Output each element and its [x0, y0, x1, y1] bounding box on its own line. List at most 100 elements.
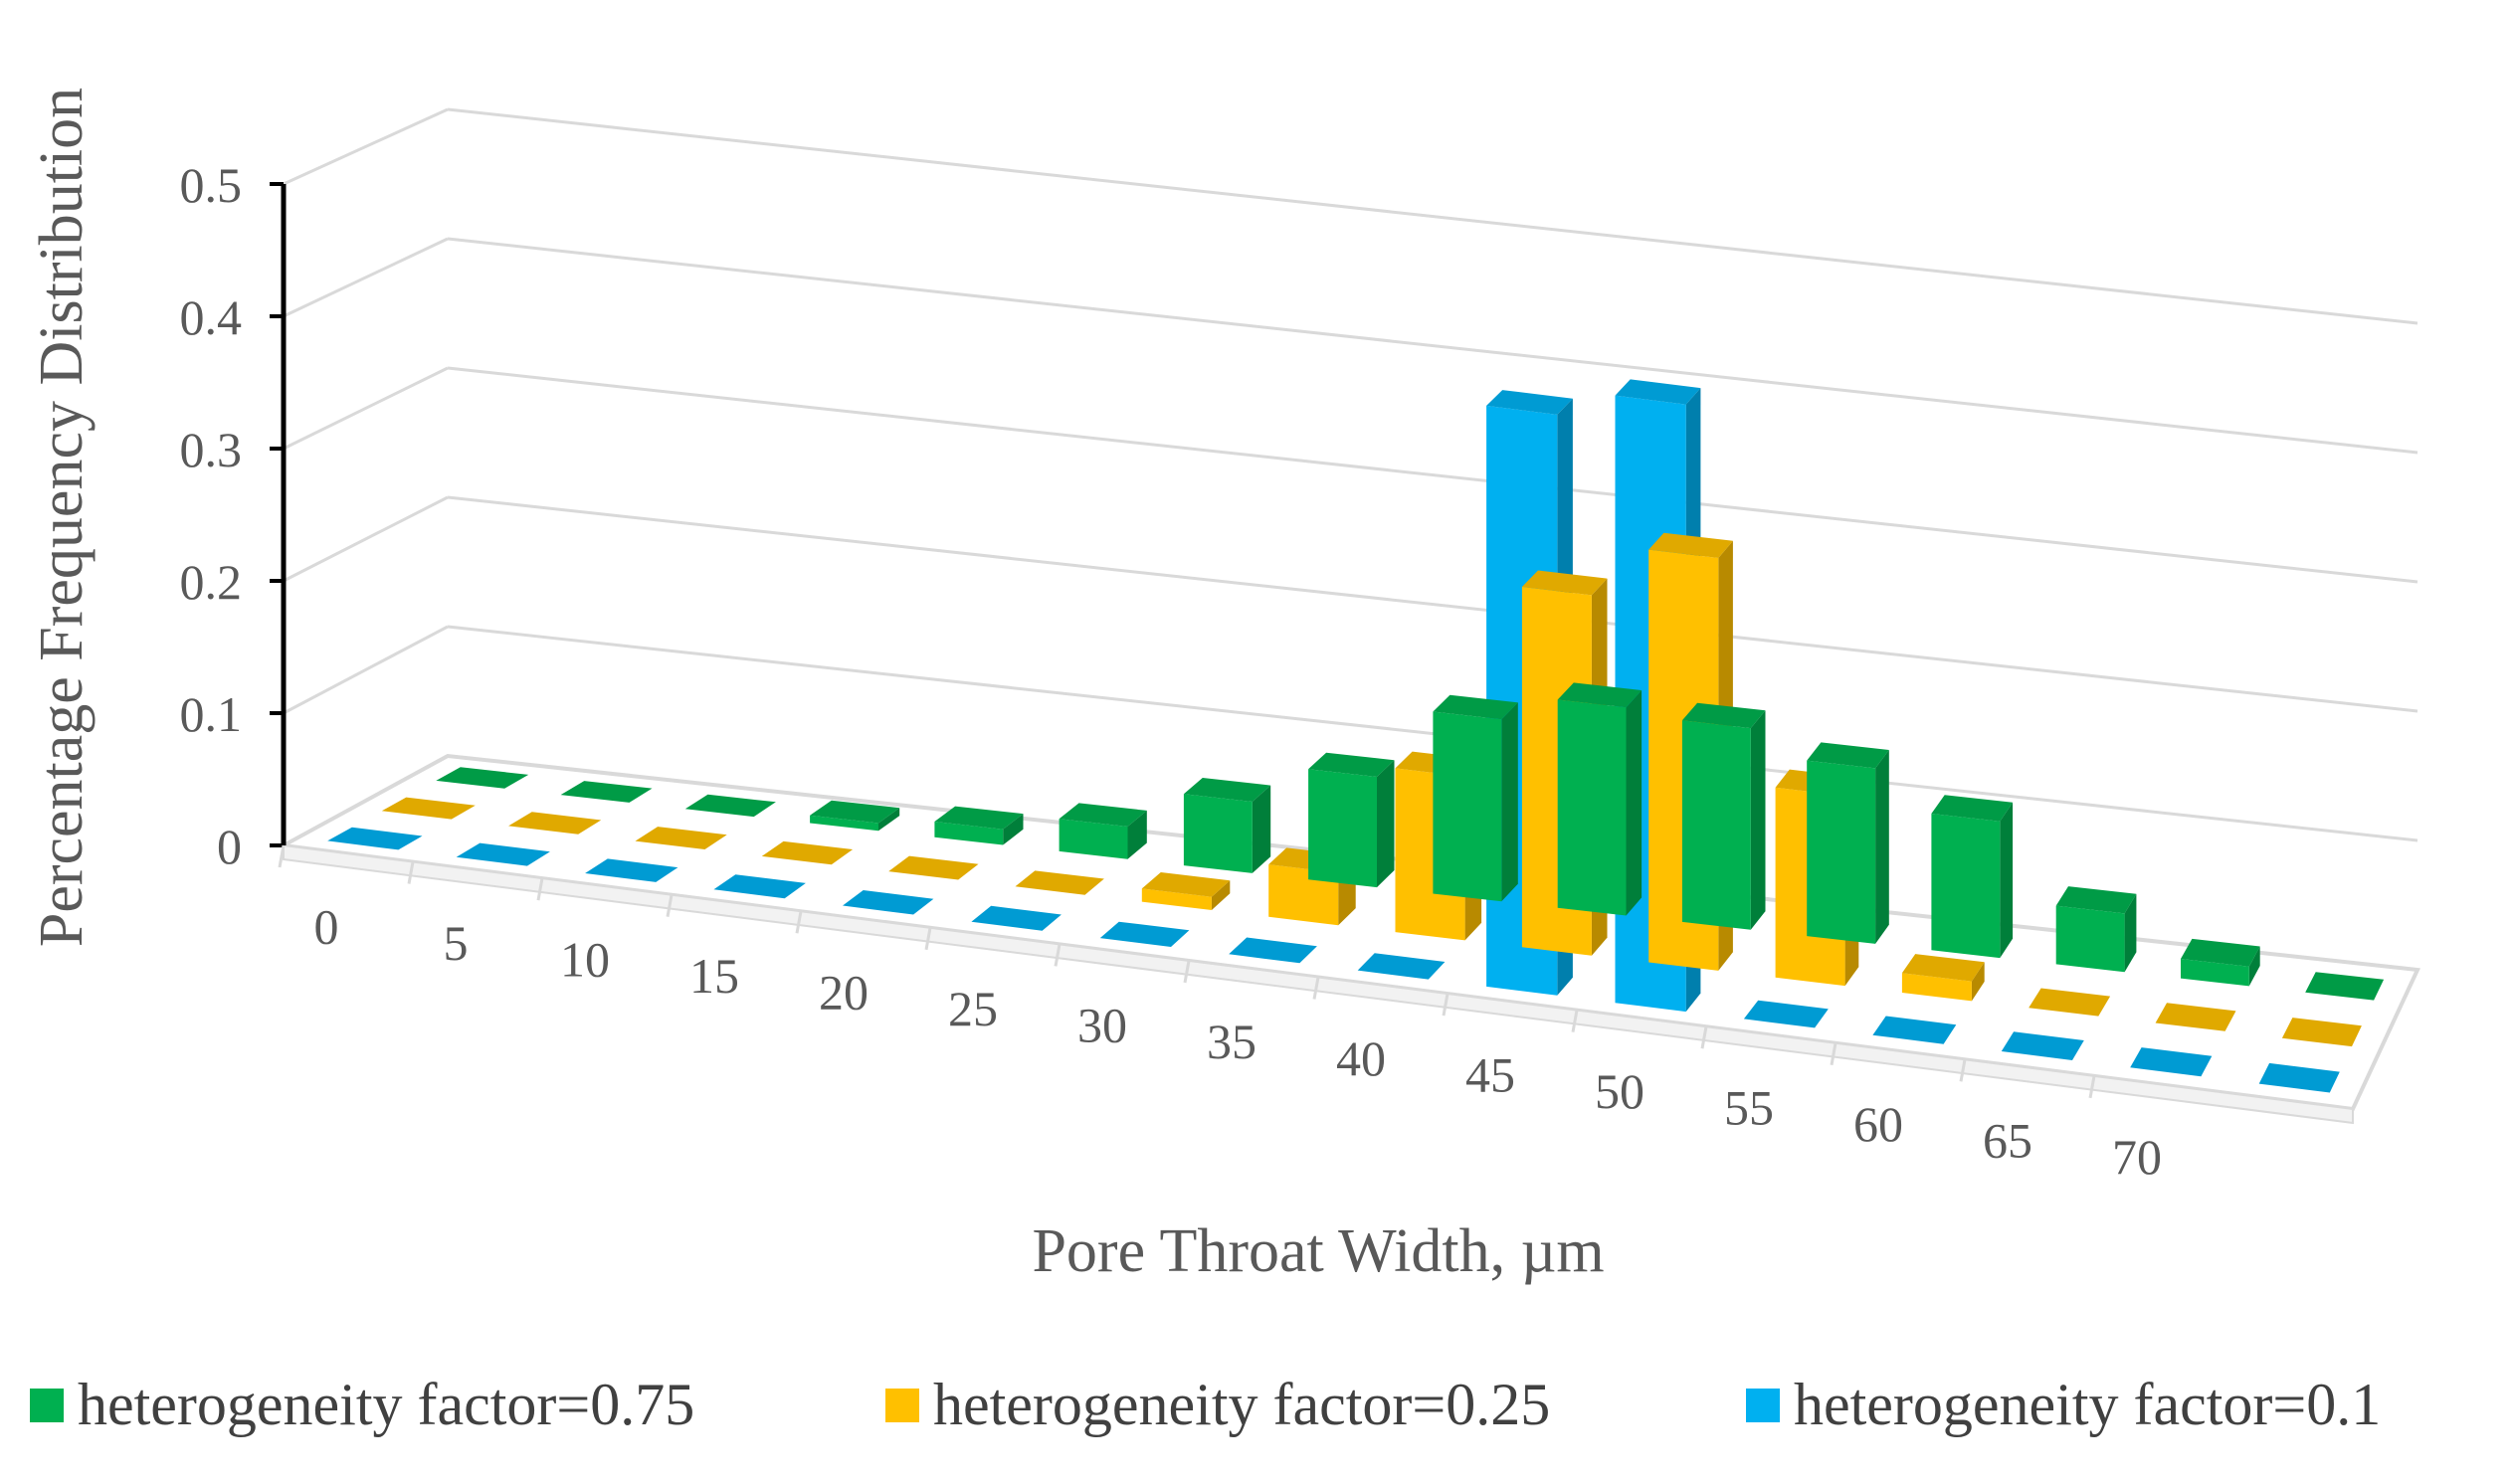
bar-base [713, 874, 806, 899]
bar-base [684, 794, 776, 818]
bar [1901, 954, 1985, 1002]
bar-top [1521, 570, 1608, 596]
bar [761, 840, 854, 865]
bar [934, 806, 1024, 845]
bar-base [971, 905, 1062, 931]
bar-front [1901, 973, 1972, 1002]
x-tick-label: 20 [819, 965, 869, 1020]
bar-front [2055, 905, 2125, 973]
bar [2029, 988, 2111, 1017]
bar-side [2000, 802, 2014, 959]
y-axis-title: Percentage Frequency Distribution [28, 88, 96, 947]
bar-base [508, 812, 602, 835]
bar [635, 827, 727, 849]
bar [1183, 778, 1271, 873]
bar [1872, 1016, 1957, 1044]
x-tick-mark [1959, 1059, 1967, 1082]
bar-side [1211, 880, 1231, 910]
bar-top [1931, 795, 2014, 822]
bar-top [1901, 954, 1985, 982]
bar [2305, 972, 2385, 1001]
bar-base [843, 890, 934, 915]
bar-base [1357, 953, 1446, 980]
bar-side [1377, 760, 1395, 888]
bar-base [456, 842, 550, 866]
bar-top [1486, 390, 1573, 415]
x-tick-mark [1571, 1010, 1579, 1032]
bar [2258, 1062, 2340, 1093]
bar-side [1875, 750, 1889, 944]
bar [1557, 682, 1643, 916]
bar-top [1807, 742, 1889, 769]
bar [456, 842, 550, 866]
bar [971, 905, 1062, 931]
bar-base [1743, 1000, 1829, 1028]
gridline-side [283, 495, 449, 583]
bar-front [1433, 711, 1502, 902]
y-tick-label: 0.4 [180, 289, 243, 345]
bar-base [2001, 1031, 2084, 1060]
chart-ticks: 0 0.1 0.2 0.3 0.4 0.5 0 5 10 15 20 25 30 35 40 45 50 55 60… [180, 157, 2163, 1185]
bar [381, 797, 476, 820]
bar-top [810, 800, 900, 824]
bar [2055, 886, 2137, 973]
bar-front [2181, 959, 2249, 987]
legend-swatch [885, 1389, 919, 1422]
bar [1743, 1000, 1829, 1028]
bar [843, 890, 934, 915]
bar-top [1557, 682, 1643, 708]
bar-front [1931, 814, 2001, 959]
bar [1229, 937, 1317, 964]
bar-base [761, 840, 854, 865]
x-tick-label: 60 [1853, 1096, 1903, 1152]
bar [2155, 1003, 2236, 1031]
legend-item: heterogeneity factor=0.75 [30, 1372, 694, 1437]
bar-base [381, 797, 476, 820]
bar-base [2305, 972, 2385, 1001]
bar-top [1433, 694, 1518, 720]
x-tick-label: 65 [1983, 1113, 2032, 1169]
x-tick-label: 50 [1595, 1063, 1644, 1119]
x-tick-label: 10 [560, 931, 610, 987]
gridline-side [283, 625, 449, 715]
legend-swatch [30, 1389, 64, 1422]
bar [1308, 752, 1395, 888]
bar [560, 781, 653, 803]
bar [1807, 742, 1889, 944]
x-tick-mark [1183, 960, 1191, 984]
bar [810, 800, 900, 832]
bar-base [1099, 921, 1190, 947]
bar [1141, 872, 1231, 910]
x-tick-mark [536, 877, 544, 901]
x-tick-label: 70 [2112, 1129, 2162, 1185]
legend-swatch [1746, 1389, 1780, 1422]
x-tick-label: 35 [1207, 1014, 1256, 1069]
bar-base [585, 858, 678, 882]
bar-base [2155, 1003, 2236, 1031]
bar-top [2055, 886, 2137, 914]
bar-base [2029, 988, 2111, 1017]
bar-base [2281, 1018, 2362, 1047]
bar-base [436, 767, 529, 789]
x-tick-label: 40 [1336, 1030, 1386, 1086]
bar-base [888, 855, 979, 880]
x-tick-mark [795, 910, 803, 934]
bar-top [1648, 532, 1733, 558]
bar-front [1183, 794, 1253, 873]
bar-base [560, 781, 653, 803]
bar [1931, 795, 2014, 959]
bar [585, 858, 678, 882]
bar [888, 855, 979, 880]
x-tick-mark [278, 844, 286, 868]
bar [684, 794, 776, 818]
bar [1681, 702, 1766, 930]
bar-top [2181, 938, 2260, 967]
legend-label: heterogeneity factor=0.75 [78, 1372, 694, 1437]
bar-base [1872, 1016, 1957, 1044]
x-tick-label: 25 [948, 981, 998, 1036]
bar [2130, 1047, 2213, 1077]
gridline-side [283, 237, 449, 318]
bar-front [1681, 720, 1751, 930]
